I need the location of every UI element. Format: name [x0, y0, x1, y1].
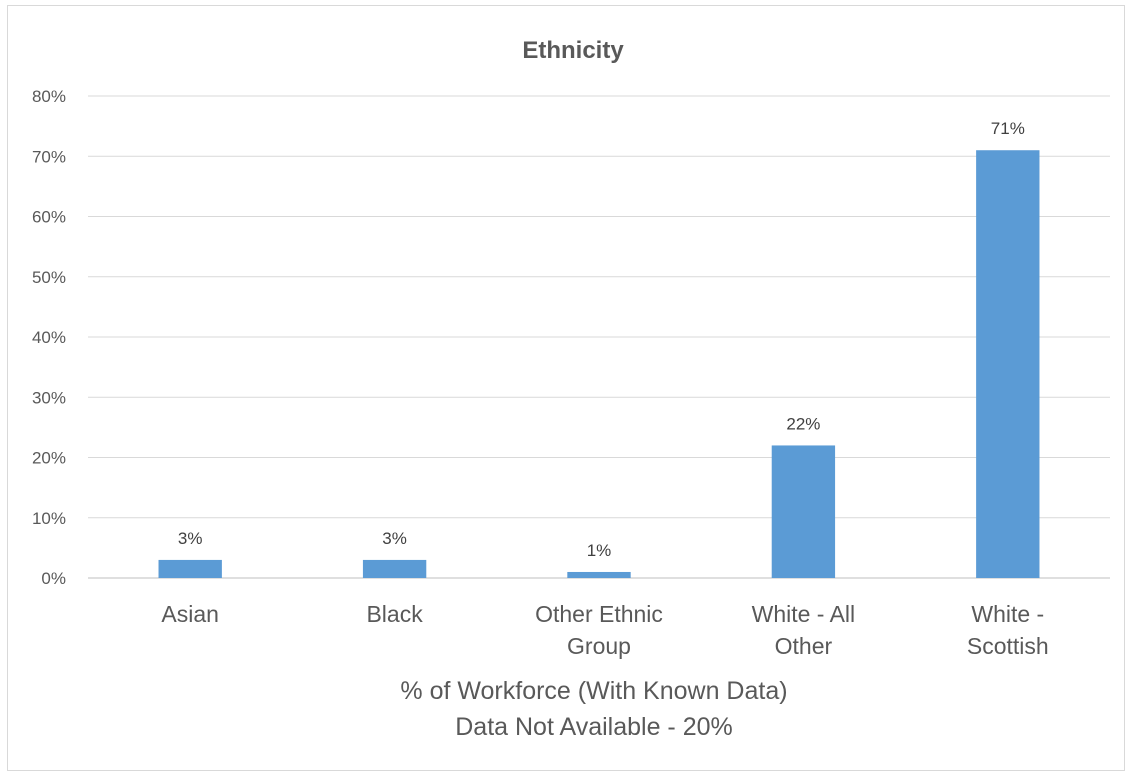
- data-label: 3%: [178, 529, 203, 548]
- bars: [158, 150, 1040, 578]
- x-tick-label: Other Ethnic: [535, 601, 663, 627]
- x-tick-label: Black: [366, 601, 423, 627]
- x-tick-label: Asian: [161, 601, 219, 627]
- x-axis-ticks: Asian Black Other Ethnic Group White - All Ot…: [161, 601, 1048, 659]
- x-axis-title-line: % of Workforce (With Known Data): [400, 677, 787, 705]
- y-tick-label: 20%: [32, 449, 66, 468]
- x-tick-label: Scottish: [967, 633, 1049, 659]
- y-tick-label: 40%: [32, 328, 66, 347]
- x-axis-title-line: Data Not Available - 20%: [455, 713, 732, 741]
- data-labels: 3% 3% 1% 22% 71%: [178, 119, 1025, 560]
- data-label: 1%: [587, 541, 612, 560]
- bar: [976, 150, 1040, 578]
- y-tick-label: 30%: [32, 388, 66, 407]
- bar: [771, 445, 836, 578]
- y-tick-label: 80%: [32, 87, 66, 106]
- data-label: 22%: [786, 414, 820, 433]
- y-tick-label: 10%: [32, 509, 66, 528]
- chart-title: Ethnicity: [522, 37, 624, 64]
- y-tick-label: 50%: [32, 268, 66, 287]
- y-tick-label: 60%: [32, 208, 66, 227]
- bar: [158, 559, 222, 578]
- data-label: 71%: [991, 119, 1025, 138]
- bar: [567, 571, 631, 578]
- gridlines: [88, 95, 1110, 579]
- chart-frame: Ethnicity 0% 10% 20% 30% 40% 50% 60% 70% 80% 3% 3…: [7, 5, 1125, 771]
- ethnicity-bar-chart: Ethnicity 0%10%20%30%40%50%60%70%80% 3% 3…: [32, 37, 1110, 741]
- x-axis-title: % of Workforce (With Known Data) Data Not…: [400, 677, 787, 741]
- y-tick-label: 0%: [41, 569, 66, 588]
- x-tick-label: White -: [971, 601, 1044, 627]
- bar: [362, 559, 427, 578]
- x-tick-label: Other: [775, 633, 833, 659]
- y-tick-label: 70%: [32, 147, 66, 166]
- y-axis-ticks: 0% 10% 20% 30% 40% 50% 60% 70% 80%: [32, 87, 66, 588]
- data-label: 3%: [382, 529, 407, 548]
- x-tick-label: Group: [567, 633, 631, 659]
- x-tick-label: White - All: [752, 601, 856, 627]
